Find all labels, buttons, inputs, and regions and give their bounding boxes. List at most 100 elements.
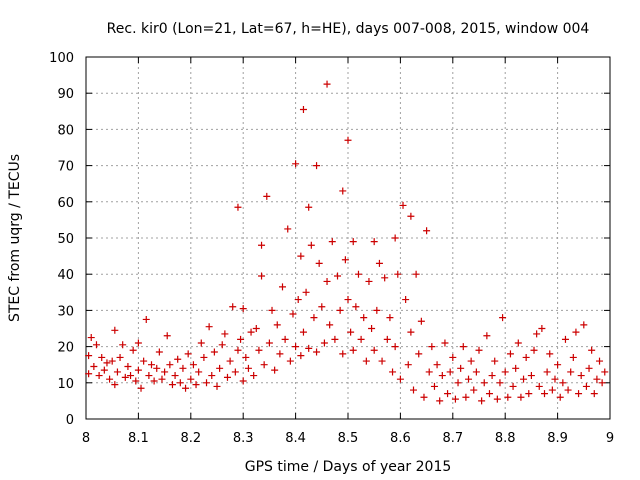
- y-tick-label: 20: [57, 341, 74, 356]
- data-point: [425, 368, 433, 376]
- data-point: [347, 328, 355, 336]
- data-point: [478, 397, 486, 405]
- data-point: [106, 375, 114, 383]
- data-point: [100, 366, 108, 374]
- data-point: [268, 306, 276, 314]
- data-point: [292, 343, 300, 351]
- data-point: [506, 350, 514, 358]
- data-point: [596, 357, 604, 365]
- data-point: [294, 296, 302, 304]
- data-point: [344, 296, 352, 304]
- data-point: [187, 375, 195, 383]
- data-point: [119, 341, 127, 349]
- data-point: [195, 368, 203, 376]
- data-point: [483, 332, 491, 340]
- data-point: [286, 357, 294, 365]
- data-point: [548, 386, 556, 394]
- data-point: [417, 317, 425, 325]
- data-point: [284, 225, 292, 233]
- data-point: [192, 381, 200, 389]
- data-point: [582, 382, 590, 390]
- data-point: [559, 379, 567, 387]
- data-point: [299, 105, 307, 113]
- data-point: [305, 344, 313, 352]
- data-point: [140, 357, 148, 365]
- data-point: [373, 306, 381, 314]
- data-point: [134, 339, 142, 347]
- data-point: [258, 272, 266, 280]
- data-point: [493, 395, 501, 403]
- data-point: [237, 335, 245, 343]
- y-tick-label: 60: [57, 196, 74, 211]
- data-point: [223, 373, 231, 381]
- data-point: [593, 375, 601, 383]
- data-point: [496, 379, 504, 387]
- data-point: [142, 315, 150, 323]
- data-point: [577, 372, 585, 380]
- data-point: [530, 346, 538, 354]
- data-point: [499, 314, 507, 322]
- data-point: [239, 305, 247, 313]
- x-tick-label: 9: [606, 431, 614, 446]
- data-point: [410, 386, 417, 394]
- data-point: [465, 375, 473, 383]
- data-point: [541, 390, 548, 398]
- data-point: [292, 160, 300, 168]
- data-point: [260, 361, 268, 369]
- grid: [86, 57, 610, 419]
- data-point: [407, 328, 415, 336]
- data-point: [92, 341, 100, 349]
- data-point: [265, 339, 273, 347]
- data-point: [349, 238, 357, 246]
- data-point: [242, 353, 250, 361]
- data-point: [95, 372, 103, 380]
- data-point: [200, 353, 208, 361]
- data-point: [221, 330, 229, 338]
- data-point: [438, 372, 446, 380]
- data-point: [551, 375, 559, 383]
- x-tick-label: 8.3: [233, 431, 254, 446]
- data-point: [302, 288, 310, 296]
- data-point: [203, 379, 211, 387]
- x-tick-label: 8: [82, 431, 90, 446]
- data-point: [522, 353, 530, 361]
- data-point: [533, 330, 541, 338]
- data-point: [514, 339, 522, 347]
- data-point: [184, 350, 192, 358]
- data-point: [85, 370, 93, 378]
- y-tick-label: 30: [57, 304, 74, 319]
- data-point: [299, 328, 307, 336]
- data-point: [103, 359, 111, 367]
- data-point: [520, 375, 528, 383]
- data-point: [197, 339, 205, 347]
- data-point: [472, 368, 480, 376]
- x-tick-label: 8.2: [180, 431, 201, 446]
- data-point: [569, 353, 577, 361]
- data-point: [310, 314, 318, 322]
- x-tick-label: 8.1: [128, 431, 149, 446]
- data-point: [381, 274, 389, 282]
- data-point: [396, 375, 404, 383]
- data-point: [315, 259, 323, 267]
- data-point: [205, 323, 213, 331]
- data-point: [370, 346, 378, 354]
- axis-ticks: [85, 56, 611, 420]
- data-point: [271, 366, 279, 374]
- y-tick-label: 80: [57, 123, 74, 138]
- data-point: [148, 361, 155, 369]
- data-point: [428, 343, 436, 351]
- data-point: [273, 321, 281, 329]
- x-tick-label: 8.6: [390, 431, 411, 446]
- data-point: [601, 368, 609, 376]
- data-point: [218, 341, 226, 349]
- data-point: [404, 361, 412, 369]
- y-tick-label: 40: [57, 268, 74, 283]
- data-point: [365, 277, 373, 285]
- data-point: [391, 234, 399, 242]
- data-point: [179, 364, 187, 372]
- data-point: [457, 364, 465, 372]
- data-point: [412, 270, 420, 278]
- data-point: [378, 357, 386, 365]
- data-point: [504, 393, 512, 401]
